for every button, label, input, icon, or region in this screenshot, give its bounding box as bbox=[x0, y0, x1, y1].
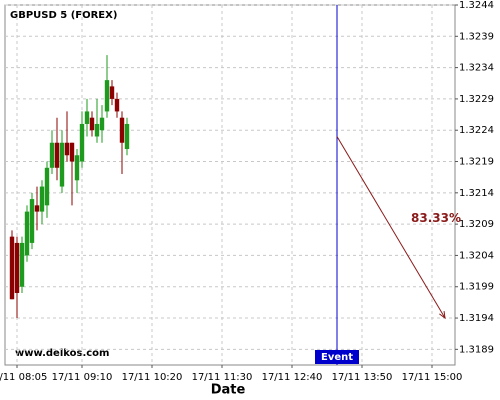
plot-area bbox=[4, 4, 456, 366]
candle-body bbox=[54, 142, 60, 168]
y-tick-label: 1.3204 bbox=[459, 250, 494, 261]
arrow-head bbox=[439, 311, 446, 320]
candle-body bbox=[99, 117, 105, 131]
y-tick-label: 1.3214 bbox=[459, 188, 494, 199]
candle-body bbox=[19, 242, 25, 287]
y-tick-label: 1.3189 bbox=[459, 344, 494, 355]
candle-body bbox=[49, 142, 55, 168]
x-tick-label: 17/11 10:20 bbox=[122, 372, 183, 383]
y-tick-label: 1.3194 bbox=[459, 313, 494, 324]
candle-body bbox=[94, 123, 100, 137]
x-tick-label: 17/11 08:05 bbox=[0, 372, 47, 383]
watermark: www.delkos.com bbox=[15, 348, 109, 359]
y-tick-label: 1.3244 bbox=[459, 0, 494, 11]
candle-body bbox=[29, 199, 35, 243]
x-axis-title: Date bbox=[211, 383, 246, 398]
candle-body bbox=[119, 117, 125, 143]
candle-body bbox=[64, 142, 70, 156]
candle-body bbox=[114, 98, 120, 112]
x-tick-label: 17/11 11:30 bbox=[192, 372, 253, 383]
candle-body bbox=[34, 205, 40, 212]
candle-body bbox=[59, 142, 65, 187]
x-tick-label: 17/11 09:10 bbox=[52, 372, 113, 383]
x-tick-label: 17/11 12:40 bbox=[262, 372, 323, 383]
projection-label: 83.33% bbox=[411, 211, 461, 225]
y-tick-label: 1.3234 bbox=[459, 63, 494, 74]
candle-body bbox=[124, 123, 130, 149]
x-tick-label: 17/11 13:50 bbox=[332, 372, 393, 383]
projection-line bbox=[336, 136, 446, 319]
candle-body bbox=[79, 123, 85, 162]
candle-body bbox=[104, 80, 110, 112]
candle-body bbox=[44, 167, 50, 206]
y-tick-label: 1.3229 bbox=[459, 94, 494, 105]
event-badge bbox=[315, 350, 359, 364]
y-tick-label: 1.3219 bbox=[459, 157, 494, 168]
y-tick-label: 1.3224 bbox=[459, 125, 494, 136]
candle-body bbox=[39, 186, 45, 212]
candle-body bbox=[9, 236, 15, 300]
x-tick-label: 17/11 15:00 bbox=[402, 372, 463, 383]
chart-title: GBPUSD 5 (FOREX) bbox=[10, 10, 117, 21]
candle-body bbox=[69, 142, 75, 162]
y-tick-label: 1.3209 bbox=[459, 219, 494, 230]
candle-body bbox=[14, 242, 20, 293]
event-label: Event bbox=[321, 352, 353, 363]
candle-body bbox=[24, 211, 30, 256]
candle-body bbox=[89, 117, 95, 131]
y-tick-label: 1.3239 bbox=[459, 31, 494, 42]
candle-body bbox=[74, 155, 80, 181]
candle-body bbox=[109, 86, 115, 99]
y-tick-label: 1.3199 bbox=[459, 282, 494, 293]
candle-body bbox=[84, 111, 90, 124]
